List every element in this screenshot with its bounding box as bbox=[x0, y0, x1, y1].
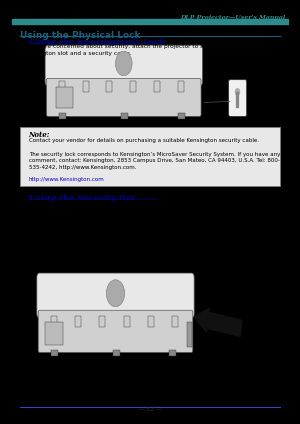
Bar bbox=[124, 315, 130, 327]
Bar bbox=[236, 92, 239, 108]
Bar bbox=[172, 315, 178, 327]
Bar bbox=[56, 87, 73, 108]
Text: — 52 —: — 52 — bbox=[138, 407, 162, 412]
Bar bbox=[187, 322, 192, 347]
Bar bbox=[121, 114, 128, 119]
Bar bbox=[99, 315, 105, 327]
Text: Note:: Note: bbox=[28, 131, 50, 139]
Bar bbox=[130, 81, 136, 92]
Text: Using the Security Bar: Using the Security Bar bbox=[28, 194, 135, 202]
Text: If you are concerned about security, attach the projector to a permanent object : If you are concerned about security, att… bbox=[23, 44, 284, 56]
Bar bbox=[59, 81, 65, 92]
Bar bbox=[51, 315, 57, 327]
Bar bbox=[45, 322, 63, 345]
FancyBboxPatch shape bbox=[20, 126, 280, 186]
Circle shape bbox=[106, 280, 124, 307]
FancyArrow shape bbox=[194, 308, 242, 336]
FancyBboxPatch shape bbox=[46, 78, 201, 116]
Bar bbox=[51, 349, 58, 356]
Bar bbox=[75, 315, 81, 327]
Circle shape bbox=[116, 51, 132, 76]
Text: DLP Projector—User's Manual: DLP Projector—User's Manual bbox=[180, 15, 285, 20]
Bar bbox=[169, 349, 176, 356]
Text: The security lock corresponds to Kensington’s MicroSaver Security System. If you: The security lock corresponds to Kensing… bbox=[28, 152, 280, 170]
Text: In addition to the password protection function and the Kensington lock, the Sec: In addition to the password protection f… bbox=[23, 201, 300, 212]
Text: See the following picture.: See the following picture. bbox=[23, 220, 98, 225]
Bar bbox=[154, 81, 160, 92]
Bar bbox=[178, 81, 184, 92]
FancyBboxPatch shape bbox=[229, 80, 247, 116]
Bar bbox=[106, 81, 112, 92]
Text: Using the Physical Lock: Using the Physical Lock bbox=[20, 31, 141, 40]
Bar bbox=[113, 349, 120, 356]
Bar bbox=[148, 315, 154, 327]
Bar bbox=[12, 19, 288, 24]
FancyBboxPatch shape bbox=[37, 273, 194, 318]
Bar bbox=[83, 81, 89, 92]
Bar bbox=[178, 114, 184, 119]
Bar bbox=[59, 114, 66, 119]
Text: Using the Kensington® Lock: Using the Kensington® Lock bbox=[28, 38, 165, 46]
FancyBboxPatch shape bbox=[45, 45, 202, 86]
FancyBboxPatch shape bbox=[38, 310, 193, 352]
Circle shape bbox=[235, 88, 240, 95]
Text: Contact your vendor for details on purchasing a suitable Kensington security cab: Contact your vendor for details on purch… bbox=[28, 138, 259, 143]
Text: http://www.Kensington.com: http://www.Kensington.com bbox=[28, 177, 104, 182]
